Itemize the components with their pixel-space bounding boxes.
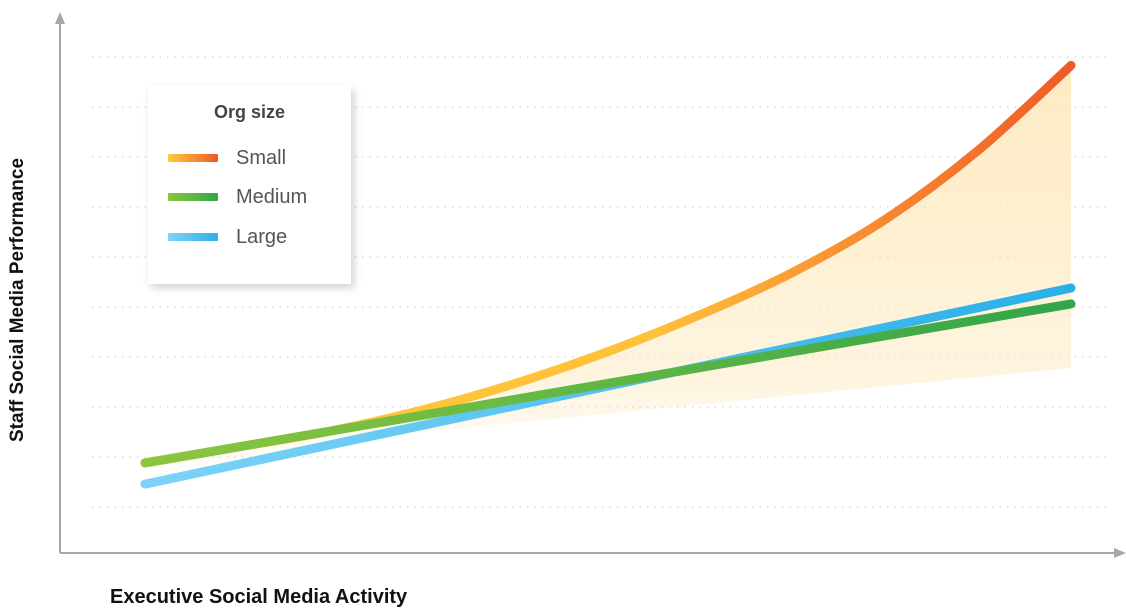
small-series-area xyxy=(145,65,1071,485)
legend-title: Org size xyxy=(213,102,286,122)
legend-swatch-large xyxy=(168,233,218,241)
x-axis-arrow xyxy=(1114,548,1126,558)
legend-label-medium: Medium xyxy=(236,185,308,208)
legend-item-large: Large xyxy=(168,225,287,249)
legend-swatch-medium xyxy=(168,193,218,201)
legend-item-small: Small xyxy=(168,146,286,170)
legend-label-small: Small xyxy=(236,146,287,169)
legend-label-large: Large xyxy=(236,225,288,248)
y-axis-label-wrap: Staff Social Media Performance xyxy=(0,0,36,610)
series-line-medium xyxy=(140,299,1076,468)
legend: Org size Small Medium Large xyxy=(148,86,351,284)
legend-item-medium: Medium xyxy=(168,185,307,209)
y-axis-arrow xyxy=(55,12,65,24)
legend-swatch-small xyxy=(168,154,218,162)
x-axis-label: Executive Social Media Activity xyxy=(110,586,408,608)
y-axis-label: Staff Social Media Performance xyxy=(7,157,28,443)
